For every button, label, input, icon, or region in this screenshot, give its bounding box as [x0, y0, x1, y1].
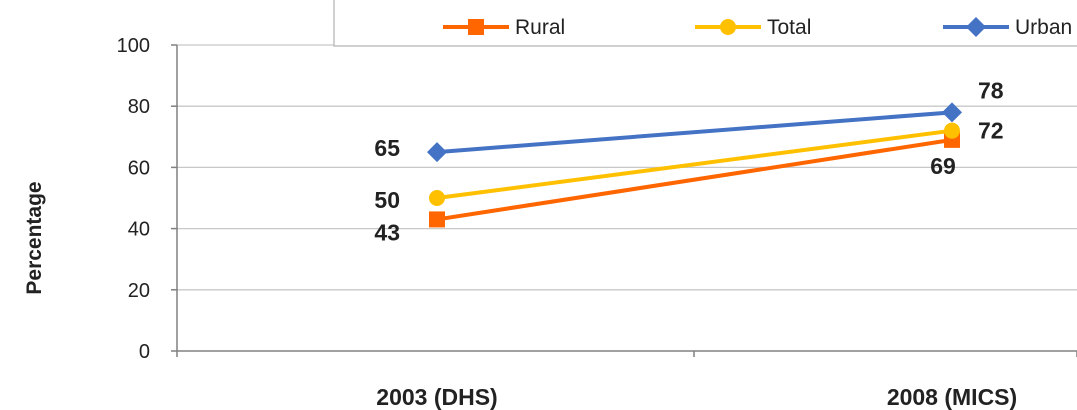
legend-label: Urban: [1015, 16, 1072, 39]
data-point-marker: [944, 122, 960, 139]
y-tick-label: 100: [117, 35, 150, 57]
series-total: [429, 122, 960, 206]
data-point-marker: [942, 102, 962, 123]
data-point-marker: [427, 142, 447, 163]
legend-item-rural: Rural: [443, 16, 565, 39]
data-label: 43: [374, 219, 400, 245]
data-point-marker: [429, 211, 445, 228]
data-labels: 65 50 43 78 72 69: [374, 77, 1003, 245]
x-axis-ticks: 2003 (DHS) 2008 (MICS): [176, 351, 1077, 410]
y-tick-label: 20: [128, 280, 150, 302]
y-tick-label: 80: [128, 96, 150, 118]
axes: [176, 45, 1077, 352]
legend-label: Rural: [515, 16, 565, 39]
x-tick-label: 2003 (DHS): [376, 384, 497, 410]
series-line: [436, 128, 953, 200]
data-point-marker: [720, 19, 736, 35]
y-axis-ticks: 0 20 40 60 80 100: [117, 35, 177, 363]
data-point-marker: [429, 190, 445, 206]
data-point-marker: [468, 19, 484, 35]
series-layer: [427, 102, 962, 228]
y-axis-title: Percentage: [23, 181, 46, 294]
y-tick-label: 40: [128, 219, 150, 241]
data-label: 50: [374, 187, 400, 213]
legend-box: [333, 0, 1077, 47]
data-point-marker: [966, 17, 986, 37]
data-label: 78: [978, 77, 1004, 103]
series-line: [436, 137, 953, 222]
legend-item-urban: Urban: [943, 16, 1072, 39]
y-tick-label: 0: [139, 341, 150, 363]
y-tick-label: 60: [128, 157, 150, 179]
legend: Rural Total Urban: [333, 0, 1077, 47]
series-urban: [427, 102, 962, 163]
legend-item-total: Total: [695, 16, 811, 39]
data-label: 69: [930, 153, 956, 179]
data-label: 72: [978, 118, 1004, 144]
data-label: 65: [374, 135, 400, 161]
legend-label: Total: [767, 16, 811, 39]
series-line: [436, 110, 953, 155]
x-tick-label: 2008 (MICS): [887, 384, 1017, 410]
